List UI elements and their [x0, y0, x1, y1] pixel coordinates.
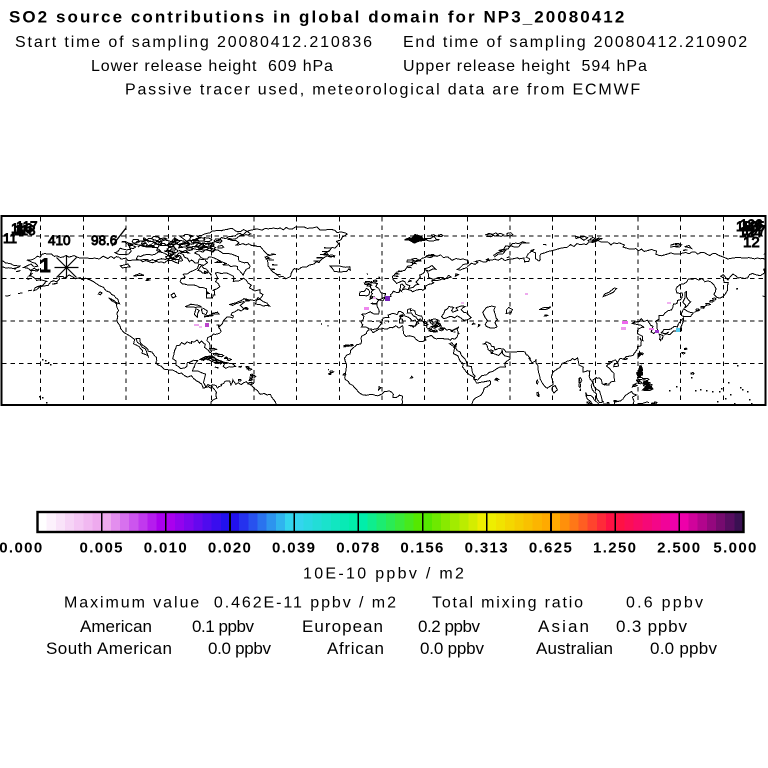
svg-text:120: 120 — [736, 219, 759, 234]
svg-text:European: European — [302, 617, 384, 636]
svg-text:410: 410 — [48, 233, 71, 248]
svg-text:0.625: 0.625 — [529, 539, 573, 556]
svg-text:Total mixing ratio: Total mixing ratio — [432, 595, 585, 612]
svg-text:Lower release height 609 hPa: Lower release height 609 hPa — [91, 58, 334, 75]
svg-text:0.020: 0.020 — [208, 539, 252, 556]
svg-text:126: 126 — [740, 217, 763, 232]
svg-text:0.3 ppbv: 0.3 ppbv — [616, 617, 688, 636]
svg-text:0.0 ppbv: 0.0 ppbv — [420, 639, 484, 658]
svg-text:1.250: 1.250 — [593, 539, 637, 556]
svg-text:0.6 ppbv: 0.6 ppbv — [626, 595, 705, 612]
svg-text:0.0 ppbv: 0.0 ppbv — [208, 639, 271, 658]
svg-text:American: American — [80, 617, 152, 636]
svg-text:118: 118 — [14, 223, 36, 238]
svg-text:African: African — [327, 639, 385, 658]
svg-text:SO2 source contributions in gl: SO2 source contributions in global domai… — [9, 7, 626, 26]
svg-text:12: 12 — [743, 234, 760, 251]
svg-text:0.1 ppbv: 0.1 ppbv — [192, 617, 254, 636]
svg-text:Maximum value 0.462E-11 ppbv: Maximum value 0.462E-11 ppbv / m2 — [64, 595, 398, 612]
svg-text:South American: South American — [46, 639, 172, 658]
svg-text:0.156: 0.156 — [400, 539, 444, 556]
svg-text:98.6: 98.6 — [91, 233, 117, 248]
svg-text:1: 1 — [40, 256, 51, 277]
svg-text:125: 125 — [742, 219, 765, 234]
svg-text:127: 127 — [743, 223, 766, 238]
svg-text:0.0 ppbv: 0.0 ppbv — [650, 639, 717, 658]
svg-text:End time of sampling 20080412.: End time of sampling 20080412.210902 — [403, 34, 749, 51]
svg-text:0.2 ppbv: 0.2 ppbv — [418, 617, 480, 636]
svg-text:10E-10 ppbv / m2: 10E-10 ppbv / m2 — [303, 566, 466, 583]
svg-text:0.000: 0.000 — [0, 539, 44, 556]
svg-text:11: 11 — [3, 231, 17, 246]
svg-text:Start time of sampling 2008041: Start time of sampling 20080412.210836 — [15, 34, 374, 51]
svg-text:Upper release height 594 hPa: Upper release height 594 hPa — [403, 58, 648, 75]
svg-text:117: 117 — [16, 219, 38, 234]
svg-text:0.005: 0.005 — [80, 539, 124, 556]
svg-text:124: 124 — [739, 225, 762, 240]
svg-text:5.000: 5.000 — [713, 539, 757, 556]
svg-text:Asian: Asian — [538, 617, 591, 636]
svg-text:0.039: 0.039 — [272, 539, 316, 556]
svg-text:Passive tracer used, meteorolo: Passive tracer used, meteorological data… — [125, 82, 642, 99]
svg-text:0.010: 0.010 — [144, 539, 188, 556]
svg-text:2.500: 2.500 — [657, 539, 701, 556]
svg-text:0.313: 0.313 — [465, 539, 509, 556]
svg-text:0.078: 0.078 — [336, 539, 380, 556]
svg-text:116: 116 — [11, 221, 33, 236]
svg-text:Australian: Australian — [536, 639, 613, 658]
